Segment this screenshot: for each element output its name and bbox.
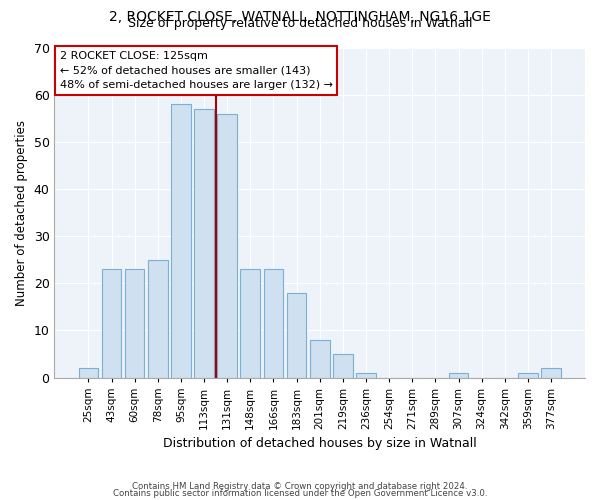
- Y-axis label: Number of detached properties: Number of detached properties: [15, 120, 28, 306]
- Bar: [101, 269, 121, 378]
- Bar: [79, 368, 98, 378]
- Bar: [148, 260, 167, 378]
- Bar: [171, 104, 191, 378]
- Text: 2 ROCKET CLOSE: 125sqm
← 52% of detached houses are smaller (143)
48% of semi-de: 2 ROCKET CLOSE: 125sqm ← 52% of detached…: [60, 51, 333, 90]
- Text: Contains HM Land Registry data © Crown copyright and database right 2024.: Contains HM Land Registry data © Crown c…: [132, 482, 468, 491]
- Text: Size of property relative to detached houses in Watnall: Size of property relative to detached ho…: [128, 18, 472, 30]
- Text: 2, ROCKET CLOSE, WATNALL, NOTTINGHAM, NG16 1GE: 2, ROCKET CLOSE, WATNALL, NOTTINGHAM, NG…: [109, 10, 491, 24]
- Bar: [241, 269, 260, 378]
- Bar: [287, 292, 307, 378]
- Bar: [194, 109, 214, 378]
- X-axis label: Distribution of detached houses by size in Watnall: Distribution of detached houses by size …: [163, 437, 476, 450]
- Bar: [125, 269, 145, 378]
- Bar: [449, 373, 469, 378]
- Bar: [518, 373, 538, 378]
- Bar: [333, 354, 353, 378]
- Bar: [263, 269, 283, 378]
- Bar: [356, 373, 376, 378]
- Text: Contains public sector information licensed under the Open Government Licence v3: Contains public sector information licen…: [113, 489, 487, 498]
- Bar: [310, 340, 329, 378]
- Bar: [541, 368, 561, 378]
- Bar: [217, 114, 237, 378]
